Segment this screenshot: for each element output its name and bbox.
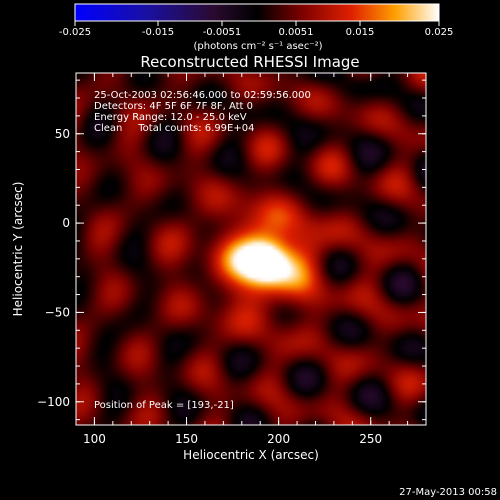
y-tick-label: 0 xyxy=(62,216,70,230)
colorbar: -0.025 -0.015 -0.0051 0.0051 0.015 0.025… xyxy=(59,3,454,52)
annotations: 25-Oct-2003 02:56:46.000 to 02:59:56.000… xyxy=(94,90,311,411)
annotation-peak-position: Position of Peak = [193,-21] xyxy=(94,400,234,411)
x-tick-label: 250 xyxy=(359,432,382,446)
colorbar-tick-label: 0.015 xyxy=(346,27,375,38)
x-tick-label: 200 xyxy=(267,432,290,446)
heatmap-image xyxy=(76,73,426,425)
annotation-energy-range: Energy Range: 12.0 - 25.0 keV xyxy=(94,112,247,123)
axis-ticks xyxy=(75,73,427,425)
annotation-time-range: 25-Oct-2003 02:56:46.000 to 02:59:56.000 xyxy=(94,90,311,101)
plot-frame xyxy=(75,72,427,426)
y-axis-tick-labels: 50 0 −50 −100 xyxy=(37,127,70,409)
x-tick-label: 150 xyxy=(175,432,198,446)
plot-area xyxy=(75,72,427,426)
y-tick-label: −100 xyxy=(37,395,70,409)
colorbar-tick-label: -0.0051 xyxy=(203,27,242,38)
colorbar-units: (photons cm⁻² s⁻¹ asec⁻²) xyxy=(193,41,322,52)
y-tick-label: 50 xyxy=(55,127,70,141)
colorbar-tick-label: -0.015 xyxy=(142,27,174,38)
annotation-clean-counts: Clean Total counts: 6.99E+04 xyxy=(94,123,254,134)
colorbar-tick-label: 0.0051 xyxy=(279,27,314,38)
y-tick-label: −50 xyxy=(45,305,70,319)
timestamp: 27-May-2013 00:58 xyxy=(399,487,497,498)
colorbar-gradient xyxy=(74,3,440,22)
x-tick-label: 100 xyxy=(83,432,106,446)
chart-title: Reconstructed RHESSI Image xyxy=(140,53,359,71)
x-axis-label: Heliocentric X (arcsec) xyxy=(183,448,319,462)
annotation-detectors: Detectors: 4F 5F 6F 7F 8F, Att 0 xyxy=(94,101,253,112)
colorbar-tick-label: -0.025 xyxy=(59,27,91,38)
x-axis-tick-labels: 100 150 200 250 xyxy=(83,432,382,446)
y-axis-label: Heliocentric Y (arcsec) xyxy=(11,182,25,317)
colorbar-tick-label: 0.025 xyxy=(425,27,454,38)
colorbar-ticks xyxy=(74,21,440,26)
